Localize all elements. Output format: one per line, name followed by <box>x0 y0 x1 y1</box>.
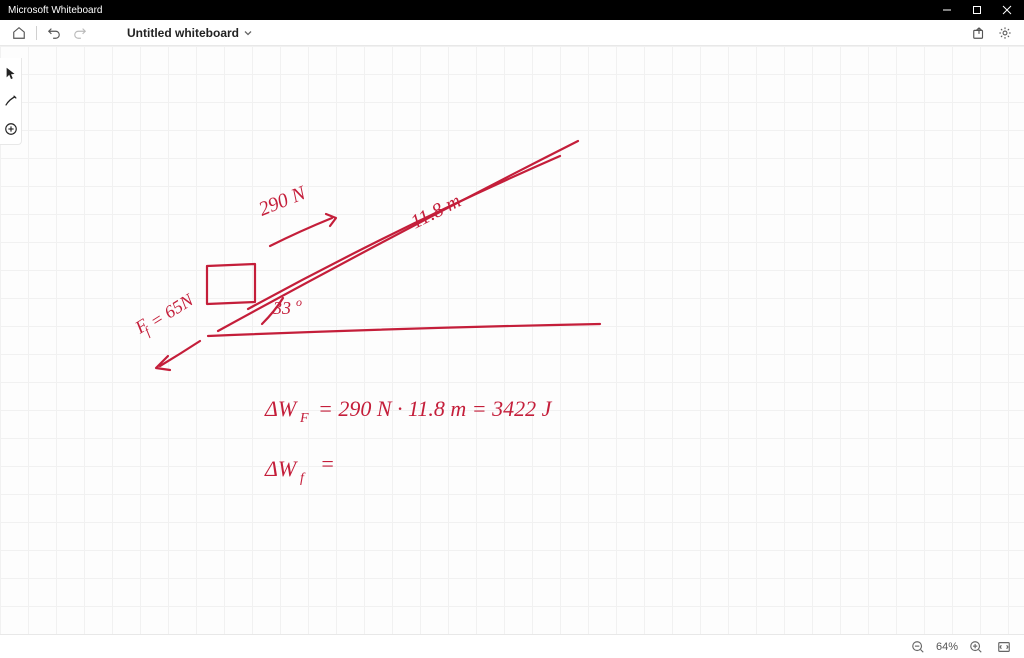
main-toolbar: Untitled whiteboard <box>0 20 1024 46</box>
toolbar-divider <box>36 26 37 40</box>
app-title: Microsoft Whiteboard <box>2 5 102 16</box>
ink-drawing: F f = 65N 290 N 11.8 m 33 o ΔW F = 290 N… <box>0 46 1024 634</box>
redo-button[interactable] <box>69 22 91 44</box>
pointer-tool[interactable] <box>2 64 20 82</box>
svg-text:f: f <box>142 323 155 339</box>
svg-text:= 290 N · 11.8 m = 3422 J: = 290 N · 11.8 m = 3422 J <box>318 396 553 421</box>
zoom-in-button[interactable] <box>966 637 986 657</box>
window-controls <box>932 0 1022 20</box>
minimize-button[interactable] <box>932 0 962 20</box>
undo-button[interactable] <box>43 22 65 44</box>
add-tool[interactable] <box>2 120 20 138</box>
zoom-out-button[interactable] <box>908 637 928 657</box>
svg-text:o: o <box>296 295 302 309</box>
whiteboard-canvas[interactable]: F f = 65N 290 N 11.8 m 33 o ΔW F = 290 N… <box>0 46 1024 634</box>
svg-text:11.8 m: 11.8 m <box>407 190 464 234</box>
svg-text:F: F <box>131 314 153 338</box>
chevron-down-icon <box>243 28 253 38</box>
svg-text:=: = <box>320 451 335 476</box>
svg-text:= 65N: = 65N <box>147 289 198 331</box>
settings-button[interactable] <box>994 22 1016 44</box>
zoom-level: 64% <box>936 641 958 653</box>
toolbar-left-group <box>8 22 91 44</box>
maximize-button[interactable] <box>962 0 992 20</box>
ink-tool[interactable] <box>2 92 20 110</box>
svg-text:ΔW: ΔW <box>264 396 298 421</box>
board-title-text: Untitled whiteboard <box>127 26 239 40</box>
side-tool-palette <box>0 58 22 145</box>
svg-text:F: F <box>299 411 309 426</box>
status-bar: 64% <box>0 634 1024 658</box>
svg-text:f: f <box>300 471 306 486</box>
svg-text:290 N: 290 N <box>256 182 311 221</box>
home-button[interactable] <box>8 22 30 44</box>
toolbar-right-group <box>968 22 1016 44</box>
share-button[interactable] <box>968 22 990 44</box>
close-button[interactable] <box>992 0 1022 20</box>
board-title-dropdown[interactable]: Untitled whiteboard <box>127 26 253 40</box>
window-titlebar: Microsoft Whiteboard <box>0 0 1024 20</box>
svg-text:33: 33 <box>272 298 291 318</box>
svg-text:ΔW: ΔW <box>264 456 298 481</box>
fit-screen-button[interactable] <box>994 637 1014 657</box>
